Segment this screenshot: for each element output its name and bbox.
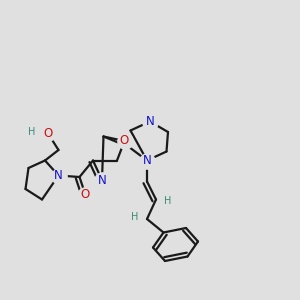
Text: H: H bbox=[164, 196, 172, 206]
Text: N: N bbox=[146, 115, 154, 128]
Text: O: O bbox=[81, 188, 90, 202]
Text: N: N bbox=[98, 173, 106, 187]
Text: N: N bbox=[54, 169, 63, 182]
Text: N: N bbox=[142, 154, 152, 167]
Text: H: H bbox=[131, 212, 139, 223]
Text: O: O bbox=[120, 134, 129, 148]
Text: H: H bbox=[28, 127, 35, 137]
Text: O: O bbox=[44, 127, 52, 140]
